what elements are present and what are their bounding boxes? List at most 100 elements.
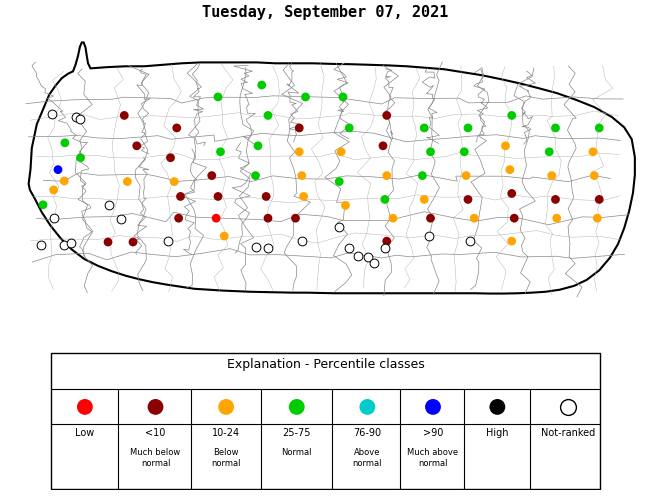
Point xyxy=(338,93,348,101)
Point xyxy=(122,178,133,186)
Point xyxy=(378,142,388,150)
Point xyxy=(506,237,517,245)
Point xyxy=(75,115,85,123)
Point xyxy=(469,214,479,222)
Point xyxy=(150,403,161,411)
Point xyxy=(294,124,305,132)
Text: >90: >90 xyxy=(422,428,443,438)
Point xyxy=(550,124,561,132)
Point xyxy=(211,214,221,222)
Point xyxy=(215,148,226,156)
Point xyxy=(70,113,81,121)
Point xyxy=(292,403,302,411)
Point xyxy=(506,190,517,198)
Text: High: High xyxy=(486,428,508,438)
Point xyxy=(66,239,76,247)
Point xyxy=(221,403,231,411)
Point xyxy=(506,112,517,120)
Point xyxy=(253,142,263,150)
Point xyxy=(256,81,267,89)
Text: Tuesday, September 07, 2021: Tuesday, September 07, 2021 xyxy=(202,5,449,20)
Point xyxy=(463,196,473,203)
Point xyxy=(250,243,260,251)
Point xyxy=(300,93,311,101)
Point xyxy=(132,142,142,150)
Text: Low: Low xyxy=(76,428,94,438)
Point xyxy=(380,244,390,252)
Text: Much above
normal: Much above normal xyxy=(408,448,458,468)
Text: Above
normal: Above normal xyxy=(353,448,382,468)
Point xyxy=(589,172,600,179)
Point xyxy=(165,154,176,162)
Point xyxy=(419,124,430,132)
Point xyxy=(381,112,392,120)
Point xyxy=(163,237,173,245)
Point xyxy=(594,196,604,203)
Point xyxy=(594,124,604,132)
Point xyxy=(297,172,307,179)
FancyBboxPatch shape xyxy=(51,353,600,488)
Point xyxy=(206,172,217,179)
Point xyxy=(425,214,436,222)
Point xyxy=(76,154,86,162)
Point xyxy=(48,214,59,222)
Point xyxy=(169,178,180,186)
Point xyxy=(59,241,70,249)
Point xyxy=(59,177,70,185)
Point xyxy=(36,241,46,249)
Point xyxy=(47,110,57,118)
Text: 25-75: 25-75 xyxy=(283,428,311,438)
Point xyxy=(128,238,138,246)
Point xyxy=(509,214,519,222)
Point xyxy=(340,202,351,209)
Point xyxy=(417,172,428,179)
Point xyxy=(425,148,436,156)
Point xyxy=(362,403,372,411)
Point xyxy=(547,172,557,179)
Point xyxy=(79,403,90,411)
Point xyxy=(463,124,473,132)
Point xyxy=(381,237,392,245)
Point xyxy=(419,196,430,203)
Point xyxy=(297,237,307,245)
Point xyxy=(290,214,301,222)
Point xyxy=(219,232,229,240)
Point xyxy=(344,244,354,252)
Point xyxy=(263,214,273,222)
Point xyxy=(544,148,555,156)
Point xyxy=(505,166,515,173)
Point xyxy=(115,215,126,223)
Point xyxy=(344,124,354,132)
Point xyxy=(334,178,344,186)
Point xyxy=(294,148,305,156)
Point xyxy=(213,93,223,101)
Point xyxy=(250,172,260,179)
Point xyxy=(369,259,380,267)
Text: Explanation - Percentile classes: Explanation - Percentile classes xyxy=(227,358,424,371)
Point xyxy=(172,124,182,132)
Text: Normal: Normal xyxy=(281,448,312,457)
Point xyxy=(492,403,503,411)
Point xyxy=(48,186,59,194)
Point xyxy=(60,139,70,147)
Point xyxy=(263,112,273,120)
Point xyxy=(592,214,603,222)
Point xyxy=(103,238,113,246)
Point xyxy=(261,192,271,200)
Point xyxy=(119,112,130,120)
Point xyxy=(459,148,469,156)
Text: 76-90: 76-90 xyxy=(353,428,381,438)
Point xyxy=(353,252,363,260)
Point xyxy=(588,148,598,156)
Point xyxy=(550,196,561,203)
Text: Much below
normal: Much below normal xyxy=(130,448,180,468)
Point xyxy=(336,148,346,156)
Point xyxy=(551,214,562,222)
Point xyxy=(213,192,223,200)
Point xyxy=(388,214,398,222)
Point xyxy=(53,166,63,173)
Point xyxy=(423,232,434,240)
Point xyxy=(363,253,373,261)
Text: Not-ranked: Not-ranked xyxy=(541,428,595,438)
Point xyxy=(334,223,344,231)
